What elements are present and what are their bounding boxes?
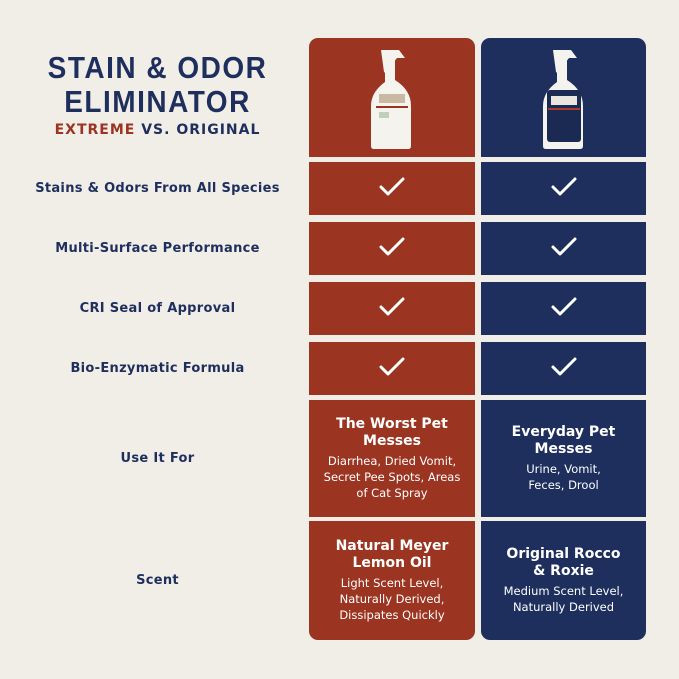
row-label: Multi-Surface Performance xyxy=(55,240,260,256)
subtitle-extreme: EXTREME xyxy=(54,122,136,138)
original-cell: Everyday Pet Messes Urine, Vomit, Feces, … xyxy=(481,400,646,517)
original-bottle-image xyxy=(542,49,583,149)
row-label: Bio-Enzymatic Formula xyxy=(70,360,245,376)
check-icon xyxy=(378,236,406,262)
extreme-cell: Natural Meyer Lemon Oil Light Scent Level… xyxy=(309,521,475,640)
row-label: Use It For xyxy=(120,450,195,466)
check-icon xyxy=(550,296,578,322)
check-icon xyxy=(378,176,406,202)
original-cell xyxy=(481,282,646,335)
original-cell xyxy=(481,342,646,395)
check-icon xyxy=(550,236,578,262)
extreme-details: Diarrhea, Dried Vomit, Secret Pee Spots,… xyxy=(323,454,461,500)
original-cell xyxy=(481,162,646,215)
extreme-cell xyxy=(309,282,475,335)
original-product-cell xyxy=(481,38,646,157)
extreme-cell xyxy=(309,162,475,215)
extreme-cell: The Worst Pet Messes Diarrhea, Dried Vomi… xyxy=(309,400,475,517)
row-label: CRI Seal of Approval xyxy=(79,300,236,316)
original-heading: Everyday Pet Messes xyxy=(511,424,616,457)
extreme-product-cell xyxy=(309,38,475,157)
extreme-heading: The Worst Pet Messes xyxy=(336,416,448,449)
title-line-1: STAIN & ODOR xyxy=(47,50,268,85)
original-cell xyxy=(481,222,646,275)
subtitle-rest: VS. ORIGINAL xyxy=(135,122,261,138)
extreme-heading: Natural Meyer Lemon Oil xyxy=(335,538,449,571)
check-icon xyxy=(378,356,406,382)
extreme-bottle-image xyxy=(371,49,411,149)
subtitle: EXTREME VS. ORIGINAL xyxy=(20,122,295,138)
title-line-2: ELIMINATOR xyxy=(64,84,251,119)
original-heading: Original Rocco & Roxie xyxy=(506,546,621,579)
extreme-details: Light Scent Level, Naturally Derived, Di… xyxy=(339,576,445,622)
check-icon xyxy=(550,356,578,382)
extreme-cell xyxy=(309,222,475,275)
original-cell: Original Rocco & Roxie Medium Scent Level… xyxy=(481,521,646,640)
row-label: Stains & Odors From All Species xyxy=(35,180,280,196)
check-icon xyxy=(550,176,578,202)
original-details: Medium Scent Level, Naturally Derived xyxy=(503,584,624,614)
check-icon xyxy=(378,296,406,322)
original-details: Urine, Vomit, Feces, Drool xyxy=(526,462,601,492)
row-label: Scent xyxy=(136,572,179,588)
extreme-cell xyxy=(309,342,475,395)
